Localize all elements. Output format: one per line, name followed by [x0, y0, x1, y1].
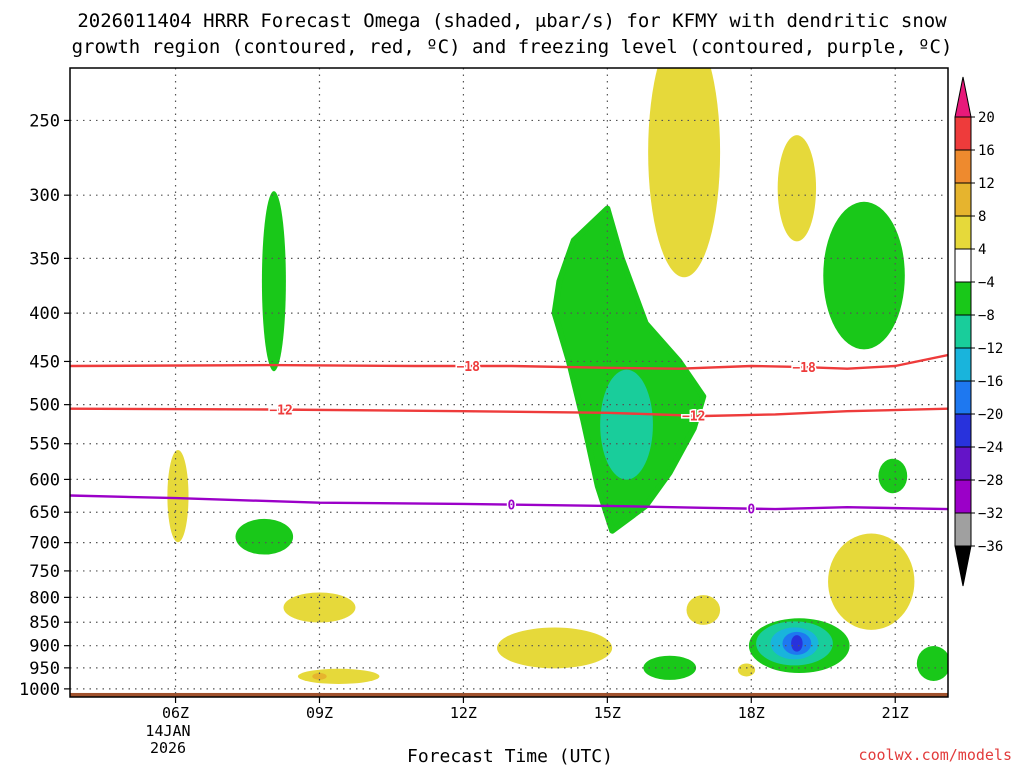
colorbar-segment [954, 149, 972, 184]
ground-layer [70, 692, 948, 697]
omega-region [297, 668, 380, 684]
colorbar-segment [954, 479, 972, 514]
colorbar-label: −24 [978, 440, 1003, 456]
x-tick-label: 18Z [738, 704, 765, 722]
y-tick-label: 300 [29, 186, 60, 206]
omega-region [235, 518, 294, 555]
omega-region [777, 135, 817, 242]
y-tick-label: 550 [29, 435, 60, 455]
colorbar-segment [954, 182, 972, 217]
colorbar-segment [954, 446, 972, 481]
x-axis-label: Forecast Time (UTC) [407, 746, 613, 767]
colorbar-segment [954, 347, 972, 382]
site-credit: coolwx.com/models [858, 746, 1012, 764]
y-tick-label: 500 [29, 396, 60, 416]
date-day-label: 14JAN [145, 722, 191, 740]
colorbar-label: 12 [978, 176, 995, 192]
y-tick-label: 700 [29, 534, 60, 554]
colorbar-label: 8 [978, 209, 986, 225]
colorbar-label: −12 [978, 341, 1003, 357]
colorbar-segment [954, 248, 972, 283]
colorbar-label: 4 [978, 242, 986, 258]
date-year-label: 2026 [149, 739, 187, 757]
dgz-minus18-label: −18 [456, 360, 480, 375]
omega-region [737, 663, 756, 677]
omega-region [167, 450, 189, 543]
freezing-0-label: 0 [747, 503, 755, 518]
dgz-minus12-label: −12 [269, 404, 292, 419]
colorbar-segment [954, 215, 972, 250]
colorbar-label: −28 [978, 473, 1003, 489]
colorbar-label: 16 [978, 143, 995, 159]
colorbar-label: −4 [978, 275, 995, 291]
y-tick-label: 850 [29, 613, 60, 633]
y-tick-label: 450 [29, 352, 60, 372]
colorbar-segment [954, 380, 972, 415]
omega-region [312, 673, 327, 680]
y-tick-label: 400 [29, 304, 60, 324]
y-tick-label: 800 [29, 588, 60, 608]
chart-title-line-1: 2026011404 HRRR Forecast Omega (shaded, … [77, 10, 947, 32]
y-tick-label: 350 [29, 249, 60, 269]
y-tick-label: 600 [29, 470, 60, 490]
omega-region [878, 458, 908, 494]
colorbar-segment [954, 116, 972, 151]
omega-region [643, 655, 697, 680]
plot-frame [69, 67, 949, 698]
colorbar-segment [954, 314, 972, 349]
y-tick-label: 650 [29, 503, 60, 523]
dgz-minus18-label: −18 [792, 361, 816, 376]
freezing-0-label: 0 [507, 499, 515, 514]
colorbar-label: 20 [978, 110, 995, 126]
omega-region [828, 533, 915, 630]
y-tick-label: 1000 [19, 680, 60, 700]
colorbar-label: −16 [978, 374, 1003, 390]
omega-region-polygon [551, 205, 707, 534]
colorbar-label: −20 [978, 407, 1003, 423]
omega-region [600, 369, 653, 480]
y-tick-label: 950 [29, 659, 60, 679]
chart-title-line-2: growth region (contoured, red, ºC) and f… [71, 36, 953, 58]
x-tick-label: 12Z [450, 704, 477, 722]
x-tick-label: 21Z [882, 704, 909, 722]
dgz-minus18-contour [70, 353, 948, 370]
colorbar-top-arrow [954, 76, 972, 118]
freezing-0-contour [70, 494, 948, 511]
y-tick-label: 750 [29, 562, 60, 582]
x-tick-label: 06Z [162, 704, 189, 722]
x-tick-label: 15Z [594, 704, 621, 722]
omega-region [823, 201, 905, 350]
x-tick-label: 09Z [306, 704, 333, 722]
omega-region [686, 595, 721, 625]
colorbar-label: −36 [978, 539, 1003, 555]
omega-region [791, 635, 803, 652]
colorbar-segment [954, 413, 972, 448]
dgz-minus12-label: −12 [682, 410, 705, 425]
colorbar-segment [954, 512, 972, 547]
colorbar-label: −32 [978, 506, 1003, 522]
omega-region [497, 627, 613, 669]
omega-region [648, 68, 721, 278]
colorbar-segment [954, 281, 972, 316]
colorbar-label: −8 [978, 308, 995, 324]
omega-region [916, 646, 948, 681]
y-tick-label: 250 [29, 111, 60, 131]
dgz-minus12-contour [70, 407, 948, 418]
colorbar-bottom-arrow [954, 545, 972, 587]
y-tick-label: 900 [29, 637, 60, 657]
omega-region [261, 191, 286, 372]
